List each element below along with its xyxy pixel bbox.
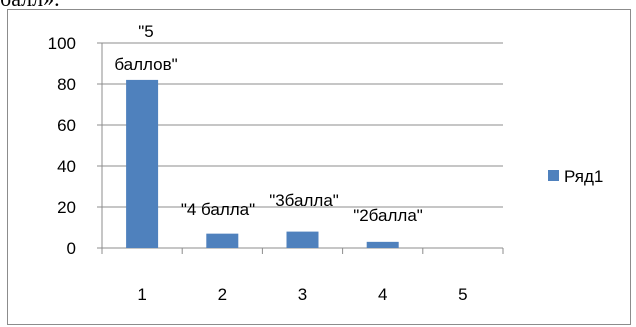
data-label-3: "3балла" xyxy=(269,191,339,210)
legend-label: Ряд1 xyxy=(564,167,603,186)
legend-swatch xyxy=(548,170,559,181)
data-label-4: "2балла" xyxy=(353,206,423,225)
top-text-fragment: балл». xyxy=(0,0,60,12)
y-tick-label-40: 40 xyxy=(57,157,76,176)
x-tick-label-4: 4 xyxy=(378,285,387,304)
y-tick-label-0: 0 xyxy=(67,239,76,258)
y-tick-label-20: 20 xyxy=(57,198,76,217)
x-tick-label-2: 2 xyxy=(218,285,227,304)
bar-1 xyxy=(126,79,159,249)
y-tick-label-100: 100 xyxy=(48,34,76,53)
y-tick-label-80: 80 xyxy=(57,75,76,94)
bar-3 xyxy=(286,231,319,248)
x-tick-label-5: 5 xyxy=(458,285,467,304)
bar-4 xyxy=(366,241,399,248)
chart-frame xyxy=(7,9,631,325)
data-label-2: "4 балла" xyxy=(181,200,255,219)
bar-2 xyxy=(206,233,239,248)
y-tick-label-60: 60 xyxy=(57,116,76,135)
x-tick-label-1: 1 xyxy=(137,285,146,304)
x-tick-label-3: 3 xyxy=(298,285,307,304)
data-label-1: "5 баллов" xyxy=(114,22,177,74)
